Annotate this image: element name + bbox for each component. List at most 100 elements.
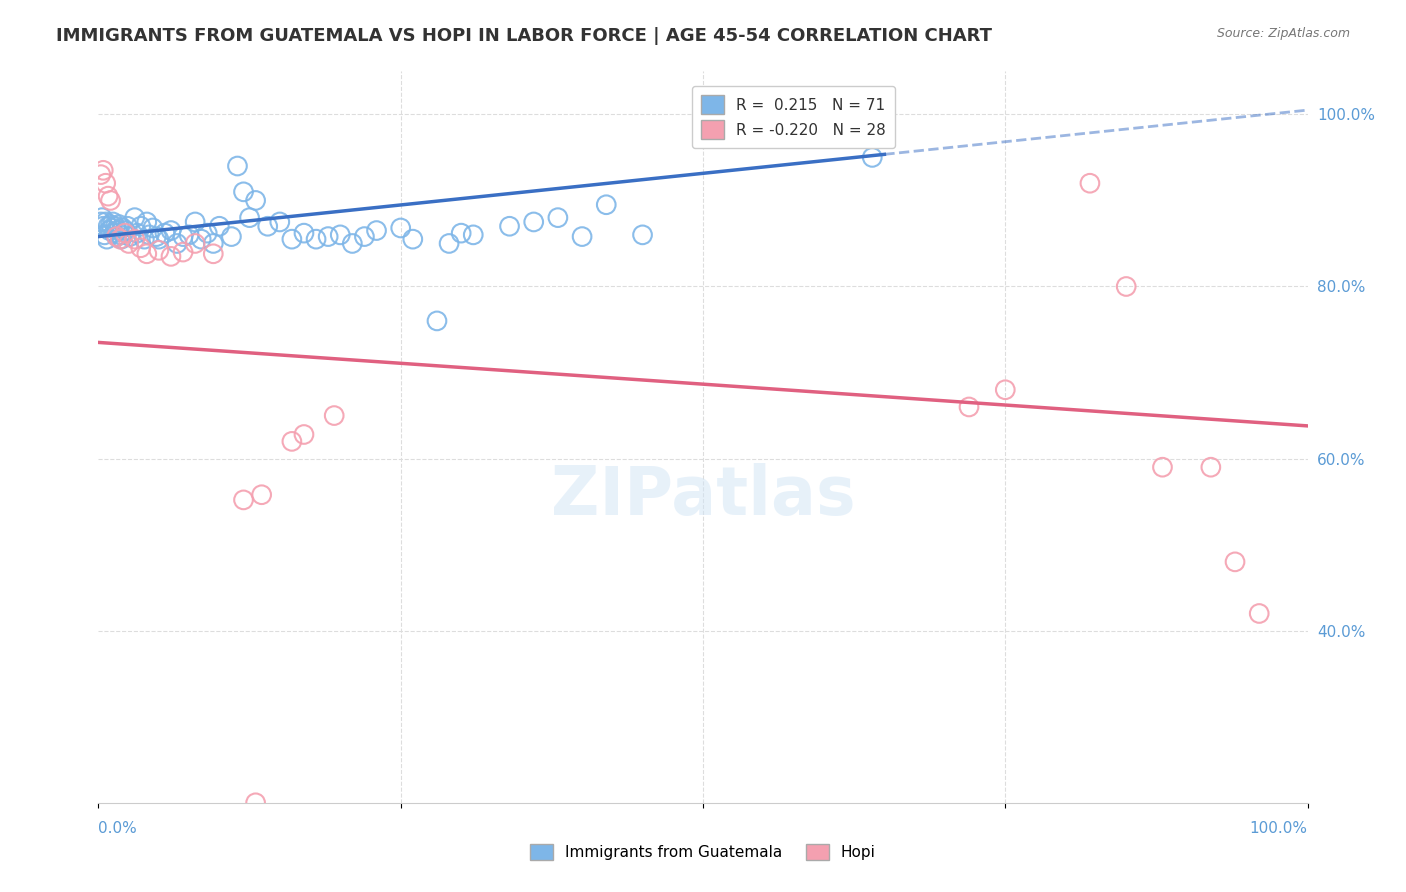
- Point: [353, 229, 375, 244]
- Point: [153, 226, 176, 240]
- Point: [124, 232, 146, 246]
- Point: [1152, 460, 1174, 475]
- Point: [316, 229, 339, 244]
- Point: [463, 227, 485, 242]
- Point: [100, 194, 122, 208]
- Point: [994, 383, 1017, 397]
- Point: [292, 226, 315, 240]
- Point: [105, 229, 128, 244]
- Point: [100, 218, 122, 232]
- Point: [305, 232, 328, 246]
- Point: [90, 215, 112, 229]
- Point: [232, 185, 254, 199]
- Point: [118, 229, 141, 244]
- Point: [860, 150, 883, 164]
- Point: [101, 215, 124, 229]
- Point: [97, 219, 120, 234]
- Point: [250, 488, 273, 502]
- Point: [1078, 176, 1101, 190]
- Point: [245, 796, 267, 810]
- Point: [1223, 555, 1246, 569]
- Point: [450, 226, 472, 240]
- Point: [160, 249, 183, 263]
- Point: [104, 219, 127, 234]
- Point: [957, 400, 980, 414]
- Point: [631, 227, 654, 242]
- Point: [166, 236, 188, 251]
- Point: [110, 232, 132, 246]
- Point: [547, 211, 569, 225]
- Point: [93, 227, 115, 242]
- Legend: R =  0.215   N = 71, R = -0.220   N = 28: R = 0.215 N = 71, R = -0.220 N = 28: [692, 87, 894, 148]
- Point: [108, 232, 131, 246]
- Text: 0.0%: 0.0%: [98, 821, 138, 836]
- Point: [90, 168, 112, 182]
- Point: [1115, 279, 1137, 293]
- Point: [281, 434, 304, 449]
- Point: [245, 194, 267, 208]
- Point: [160, 223, 183, 237]
- Point: [94, 176, 117, 190]
- Point: [281, 232, 304, 246]
- Point: [107, 223, 129, 237]
- Point: [142, 221, 165, 235]
- Point: [323, 409, 346, 423]
- Point: [269, 215, 291, 229]
- Point: [135, 215, 157, 229]
- Point: [148, 244, 170, 258]
- Point: [571, 229, 593, 244]
- Point: [111, 221, 134, 235]
- Point: [1249, 607, 1271, 621]
- Point: [129, 219, 152, 234]
- Point: [135, 247, 157, 261]
- Text: 100.0%: 100.0%: [1250, 821, 1308, 836]
- Text: Source: ZipAtlas.com: Source: ZipAtlas.com: [1216, 27, 1350, 40]
- Point: [117, 219, 139, 234]
- Point: [108, 227, 131, 242]
- Point: [145, 229, 167, 244]
- Point: [138, 227, 160, 242]
- Point: [179, 227, 201, 242]
- Point: [124, 211, 146, 225]
- Point: [595, 198, 617, 212]
- Point: [239, 211, 262, 225]
- Point: [148, 232, 170, 246]
- Point: [134, 232, 156, 246]
- Legend: Immigrants from Guatemala, Hopi: Immigrants from Guatemala, Hopi: [524, 838, 882, 866]
- Point: [97, 189, 120, 203]
- Point: [91, 211, 114, 225]
- Point: [103, 226, 125, 240]
- Point: [96, 232, 118, 246]
- Point: [232, 492, 254, 507]
- Point: [108, 218, 131, 232]
- Point: [172, 229, 194, 244]
- Point: [389, 221, 412, 235]
- Point: [98, 223, 121, 237]
- Point: [202, 236, 225, 251]
- Point: [114, 226, 136, 240]
- Point: [118, 236, 141, 251]
- Point: [91, 219, 114, 234]
- Point: [184, 215, 207, 229]
- Point: [329, 227, 352, 242]
- Point: [129, 241, 152, 255]
- Point: [190, 232, 212, 246]
- Text: IMMIGRANTS FROM GUATEMALA VS HOPI IN LABOR FORCE | AGE 45-54 CORRELATION CHART: IMMIGRANTS FROM GUATEMALA VS HOPI IN LAB…: [56, 27, 993, 45]
- Point: [91, 163, 114, 178]
- Point: [105, 229, 128, 244]
- Point: [114, 223, 136, 237]
- Point: [426, 314, 449, 328]
- Point: [366, 223, 388, 237]
- Point: [342, 236, 364, 251]
- Point: [437, 236, 460, 251]
- Point: [94, 215, 117, 229]
- Point: [498, 219, 520, 234]
- Point: [127, 226, 149, 240]
- Point: [195, 226, 218, 240]
- Point: [523, 215, 546, 229]
- Text: ZIPatlas: ZIPatlas: [551, 463, 855, 529]
- Point: [402, 232, 425, 246]
- Point: [1199, 460, 1222, 475]
- Point: [292, 427, 315, 442]
- Point: [226, 159, 249, 173]
